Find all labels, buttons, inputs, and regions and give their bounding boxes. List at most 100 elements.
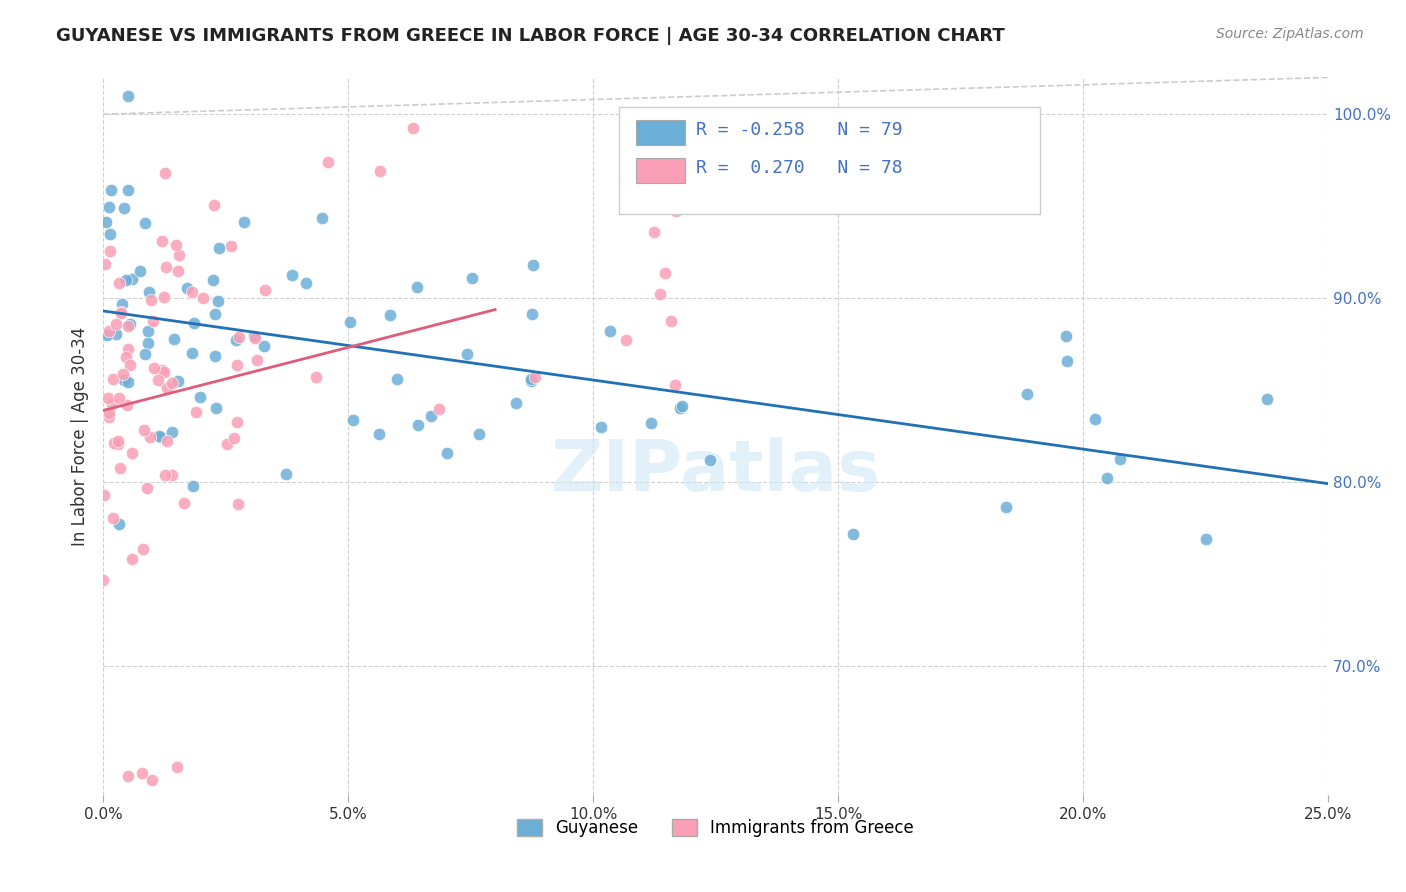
Point: [180, 346, 202, 360]
Point: [115, 350, 138, 364]
Point: [202, 273, 225, 287]
Point: [402, 120, 425, 135]
Point: [136, 335, 159, 350]
Point: [136, 481, 159, 495]
Point: [1108, 451, 1130, 466]
Point: [94, 215, 117, 229]
Point: [1054, 329, 1077, 343]
Point: [233, 215, 256, 229]
Point: [156, 434, 179, 449]
Point: [108, 460, 131, 475]
Point: [1084, 411, 1107, 425]
Point: [115, 273, 138, 287]
Point: [643, 225, 665, 239]
Point: [204, 307, 226, 321]
Point: [97, 324, 120, 338]
Point: [98, 410, 121, 425]
Point: [153, 290, 176, 304]
Point: [160, 468, 183, 483]
Point: [204, 401, 226, 416]
Point: [104, 327, 127, 342]
Point: [134, 347, 156, 361]
Point: [253, 339, 276, 353]
Point: [246, 353, 269, 368]
Point: [155, 260, 177, 274]
Point: [121, 272, 143, 286]
Point: [103, 436, 125, 450]
Point: [243, 328, 266, 343]
Point: [665, 204, 688, 219]
Point: [153, 166, 176, 180]
Point: [141, 772, 163, 787]
Point: [294, 276, 316, 290]
Point: [131, 765, 153, 780]
Point: [153, 468, 176, 483]
Point: [146, 373, 169, 387]
Point: [225, 415, 247, 429]
Y-axis label: In Labor Force | Age 30-34: In Labor Force | Age 30-34: [72, 326, 89, 546]
Point: [120, 318, 142, 332]
Point: [149, 430, 172, 444]
Point: [103, 511, 125, 525]
Point: [150, 235, 173, 249]
Point: [520, 374, 543, 388]
Point: [436, 446, 458, 460]
Point: [461, 271, 484, 285]
Point: [648, 286, 671, 301]
Point: [117, 769, 139, 783]
Point: [406, 279, 429, 293]
Point: [96, 328, 118, 343]
Point: [202, 198, 225, 212]
Point: [134, 423, 156, 437]
Point: [659, 314, 682, 328]
Point: [406, 418, 429, 433]
Point: [228, 330, 250, 344]
Point: [120, 359, 142, 373]
Point: [519, 372, 541, 386]
Point: [162, 425, 184, 439]
Point: [221, 238, 243, 252]
Point: [614, 333, 637, 347]
Point: [245, 331, 267, 345]
Point: [108, 276, 131, 290]
Point: [176, 281, 198, 295]
Point: [671, 400, 693, 414]
Point: [155, 381, 177, 395]
Point: [311, 211, 333, 225]
Point: [523, 369, 546, 384]
Point: [107, 434, 129, 449]
Point: [100, 183, 122, 197]
Point: [165, 238, 187, 252]
Point: [380, 308, 402, 322]
Point: [112, 373, 135, 387]
Point: [254, 283, 277, 297]
Point: [166, 374, 188, 388]
Point: [166, 760, 188, 774]
Point: [132, 542, 155, 557]
Point: [100, 227, 122, 241]
Point: [274, 467, 297, 481]
Point: [110, 306, 132, 320]
Text: R =  0.270   N = 78: R = 0.270 N = 78: [696, 159, 903, 177]
Point: [207, 294, 229, 309]
Point: [138, 285, 160, 300]
Point: [339, 315, 361, 329]
Point: [589, 420, 612, 434]
Point: [107, 437, 129, 451]
Point: [215, 437, 238, 451]
Point: [136, 324, 159, 338]
Point: [121, 551, 143, 566]
Point: [1015, 386, 1038, 401]
Point: [142, 361, 165, 376]
Point: [226, 497, 249, 511]
Text: GUYANESE VS IMMIGRANTS FROM GREECE IN LABOR FORCE | AGE 30-34 CORRELATION CHART: GUYANESE VS IMMIGRANTS FROM GREECE IN LA…: [56, 27, 1005, 45]
Point: [456, 346, 478, 360]
Point: [167, 264, 190, 278]
Point: [98, 244, 121, 259]
Point: [419, 409, 441, 423]
Point: [368, 163, 391, 178]
Point: [368, 427, 391, 442]
Point: [522, 258, 544, 272]
Point: [1097, 471, 1119, 485]
Point: [699, 453, 721, 467]
